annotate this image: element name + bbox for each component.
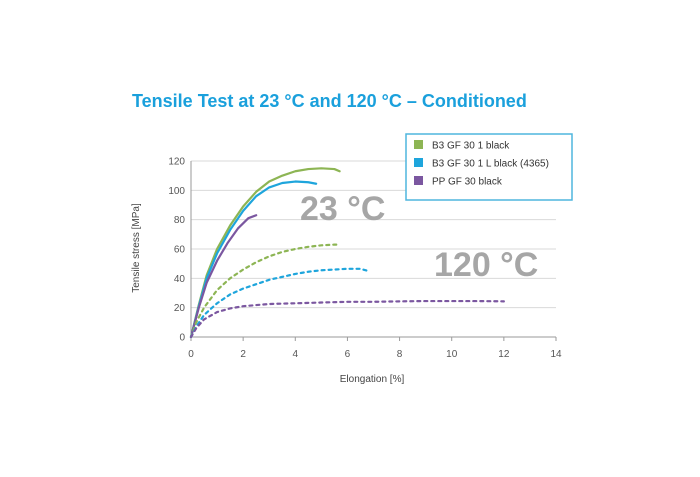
legend-swatch-1 (414, 158, 423, 167)
y-tick-label: 100 (168, 186, 185, 197)
tick-labels: 0 20 40 60 80 100 120 0 2 4 6 8 10 12 14 (168, 157, 562, 361)
series-lines (189, 167, 505, 339)
x-tick-label: 12 (498, 349, 510, 360)
x-tick-label: 14 (550, 349, 562, 360)
legend-label-0: B3 GF 30 1 black (432, 141, 510, 152)
series-line-1 (189, 180, 318, 339)
x-tick-label: 2 (240, 349, 246, 360)
legend: B3 GF 30 1 black B3 GF 30 1 L black (4365… (405, 133, 573, 201)
legend-box (405, 133, 573, 201)
y-tick-label: 40 (174, 274, 186, 285)
legend-swatch-2 (414, 176, 423, 185)
series-line-3 (189, 243, 341, 339)
x-tick-label: 6 (345, 349, 351, 360)
y-tick-label: 60 (174, 245, 186, 256)
y-axis-label: Tensile stress [MPa] (131, 203, 142, 293)
series-line-2 (189, 214, 258, 339)
y-tick-label: 20 (174, 303, 186, 314)
chart-title: Tensile Test at 23 °C and 120 °C – Condi… (132, 91, 527, 111)
x-tick-label: 0 (188, 349, 194, 360)
legend-label-1: B3 GF 30 1 L black (4365) (432, 159, 549, 170)
series-line-4 (189, 267, 370, 339)
annotation-120c: 120 °C (434, 246, 538, 284)
x-tick-label: 10 (446, 349, 458, 360)
y-tick-label: 80 (174, 215, 186, 226)
annotation-23c: 23 °C (300, 190, 385, 228)
series-line-5 (189, 299, 505, 339)
axes (190, 161, 557, 341)
x-axis-label: Elongation [%] (340, 374, 405, 385)
legend-swatch-0 (414, 140, 423, 149)
series-line-0 (189, 167, 341, 339)
x-tick-label: 8 (397, 349, 403, 360)
legend-label-2: PP GF 30 black (432, 177, 503, 188)
x-tick-label: 4 (293, 349, 299, 360)
y-tick-label: 0 (179, 333, 185, 344)
y-tick-label: 120 (168, 157, 185, 168)
